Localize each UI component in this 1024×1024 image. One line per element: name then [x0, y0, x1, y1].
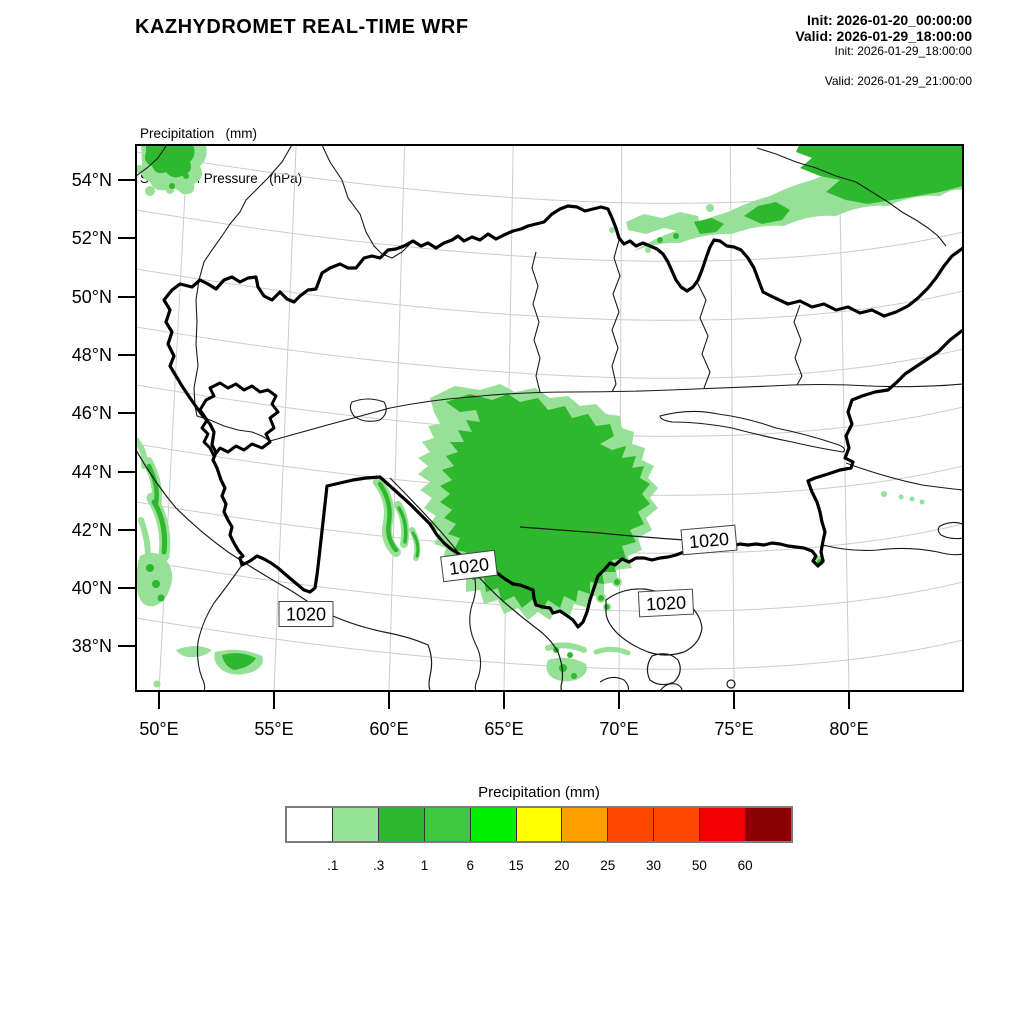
lat-tick-label: 54°N — [72, 170, 112, 190]
lat-tick-label: 46°N — [72, 403, 112, 423]
graticule-meridian — [729, 146, 735, 690]
oblast-line-4 — [793, 304, 803, 386]
russia-admin-line-ne — [756, 147, 947, 247]
admin-boundary-lines — [137, 146, 962, 690]
graticule-parallel — [137, 326, 962, 379]
contour-1020-west — [137, 450, 433, 690]
graticule-parallel — [137, 559, 962, 612]
graticule-meridian — [158, 146, 188, 690]
lon-tick-label: 65°E — [484, 719, 523, 739]
lon-tick-label: 75°E — [714, 719, 753, 739]
lat-tick-label: 50°N — [72, 287, 112, 307]
lon-tick-label: 80°E — [829, 719, 868, 739]
lat-tick-label: 48°N — [72, 345, 112, 365]
aral-sea — [349, 398, 387, 422]
lon-tick-label: 55°E — [254, 719, 293, 739]
contour-label-box — [440, 549, 498, 583]
contour-label-text: 1020 — [688, 529, 730, 552]
contour-label-text: 1020 — [448, 554, 490, 579]
mangyshlak-peninsula-border — [198, 381, 280, 458]
graticule-meridian — [273, 146, 297, 690]
lon-tick-label: 60°E — [369, 719, 408, 739]
graticule-parallel — [137, 268, 962, 321]
contour-label-group: 1020 1020 1020 1020 — [278, 524, 738, 627]
lat-tick-label: 38°N — [72, 636, 112, 656]
china-line — [845, 462, 962, 491]
oblast-line-3 — [696, 281, 711, 389]
russia-admin-line-n — [321, 146, 412, 259]
pressure-contour-label: 1020 — [637, 588, 695, 618]
contour-1020-central — [389, 477, 564, 690]
lon-tick-label: 50°E — [139, 719, 178, 739]
coast-arc-bottom-2 — [660, 683, 683, 690]
oblast-line-2 — [611, 239, 621, 393]
graticule-meridian — [388, 146, 406, 690]
field-precipitation-label: Precipitation (mm) — [140, 126, 258, 141]
valid-timestamp: Valid: 2026-01-29_18:00:00 — [795, 28, 972, 44]
kazakhstan-border — [162, 204, 962, 629]
russia-admin-line-w — [193, 146, 292, 442]
contour-label-text: 1020 — [646, 592, 687, 614]
graticule-meridian — [618, 146, 623, 690]
kyrgyz-line — [822, 544, 962, 556]
oblast-line-1 — [531, 251, 541, 393]
lake-balkhash — [659, 410, 845, 453]
lat-tick-label: 44°N — [72, 462, 112, 482]
contour-loop-dot — [726, 679, 736, 689]
pressure-contour-label: 1020 — [278, 601, 334, 627]
contour-label-box — [637, 588, 695, 618]
contour-1020-loop — [605, 588, 703, 656]
contour-label-text: 1020 — [286, 605, 326, 625]
graticule-meridian — [838, 146, 850, 690]
contour-label-box — [278, 601, 334, 627]
page-title: KAZHYDROMET REAL-TIME WRF — [135, 16, 469, 38]
coast-blob-right — [937, 521, 962, 540]
oblast-line-long — [269, 383, 962, 442]
timestamp-block: Init: 2026-01-20_00:00:00 Valid: 2026-01… — [795, 12, 972, 88]
graticule-parallel — [137, 617, 962, 670]
russia-admin-line-nw — [137, 146, 167, 176]
pressure-contour-label: 1020 — [680, 524, 738, 556]
lon-tick-label: 70°E — [599, 719, 638, 739]
country-borders — [162, 204, 962, 629]
coast-arc-bottom-1 — [599, 676, 630, 690]
longitude-axis: 50°E 55°E 60°E 65°E 70°E 75°E 80°E — [139, 691, 869, 739]
contour-loop-small — [646, 653, 681, 686]
latitude-axis: 54°N 52°N 50°N 48°N 46°N 44°N 42°N 40°N 38°N — [72, 170, 136, 656]
lat-tick-label: 42°N — [72, 520, 112, 540]
pressure-contour-label: 1020 — [440, 549, 498, 583]
uzbek-admin-line — [469, 562, 482, 690]
init-sub-timestamp: Init: 2026-01-29_18:00:00 — [834, 44, 972, 58]
valid-sub-timestamp: Valid: 2026-01-29_21:00:00 — [824, 74, 972, 88]
contour-label-box — [680, 524, 738, 556]
lat-tick-label: 52°N — [72, 228, 112, 248]
caspian-south-coast — [196, 564, 243, 690]
map-frame — [135, 144, 964, 692]
init-timestamp: Init: 2026-01-20_00:00:00 — [807, 12, 972, 28]
lat-tick-label: 40°N — [72, 578, 112, 598]
